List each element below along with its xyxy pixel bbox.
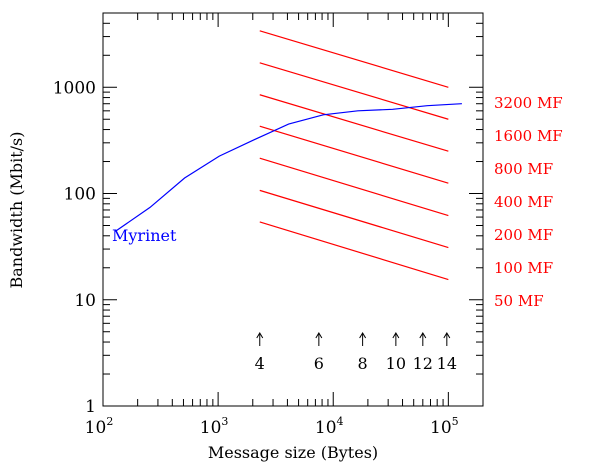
y-tick-label: 10	[74, 291, 96, 311]
x-tick-labels: 102 103 104 105	[85, 415, 459, 438]
arrow-annotation: 12	[413, 332, 433, 373]
arrow-annotation: 10	[386, 332, 406, 373]
x-axis-label: Message size (Bytes)	[208, 443, 378, 462]
x-tick-label: 102	[85, 415, 114, 438]
arrow-head	[419, 332, 427, 339]
series-label: Myrinet	[112, 226, 177, 245]
reference-line-label: 400 MF	[494, 193, 553, 211]
arrow-head	[443, 332, 451, 339]
arrow-label: 4	[255, 354, 265, 373]
reference-line	[259, 157, 449, 217]
reference-line-label: 100 MF	[494, 259, 553, 277]
arrow-label: 8	[358, 354, 368, 373]
arrow-head	[392, 332, 400, 339]
reference-line	[259, 30, 449, 88]
y-tick-label: 1000	[53, 78, 96, 98]
arrow-annotation: 8	[358, 332, 368, 373]
arrow-label: 14	[437, 354, 457, 373]
arrow-annotations: 4 6 8 10 12 14	[255, 332, 457, 373]
series-lines	[114, 103, 462, 232]
arrow-head	[256, 332, 264, 339]
reference-line	[259, 125, 449, 184]
reference-line-label: 1600 MF	[494, 127, 563, 145]
reference-line	[259, 62, 449, 120]
arrow-annotation: 6	[314, 332, 324, 373]
arrow-label: 6	[314, 354, 324, 373]
y-tick-label: 100	[64, 185, 96, 205]
reference-line	[259, 94, 449, 152]
y-axis-label: Bandwidth (Mbit/s)	[7, 132, 26, 289]
arrow-annotation: 14	[437, 332, 457, 373]
x-tick-label: 103	[200, 415, 229, 438]
reference-lines	[259, 30, 449, 281]
arrow-head	[315, 332, 323, 339]
x-tick-label: 105	[430, 415, 459, 438]
reference-line	[259, 189, 449, 249]
arrow-label: 12	[413, 354, 433, 373]
reference-line-label: 50 MF	[494, 292, 544, 310]
arrow-label: 10	[386, 354, 406, 373]
arrow-annotation: 4	[255, 332, 265, 373]
reference-line-labels: 3200 MF 1600 MF 800 MF 400 MF 200 MF 100 MF 50…	[494, 94, 563, 310]
y-tick-label: 1	[85, 397, 96, 417]
reference-line-label: 200 MF	[494, 226, 553, 244]
reference-line	[259, 221, 449, 281]
arrow-head	[359, 332, 367, 339]
plot-frame	[102, 12, 484, 407]
axis-ticks	[102, 12, 484, 407]
reference-line-label: 800 MF	[494, 160, 553, 178]
y-tick-labels: 1 10 100 1000	[53, 78, 96, 417]
reference-line-label: 3200 MF	[494, 94, 563, 112]
series-labels: Myrinet	[112, 226, 177, 245]
x-tick-label: 104	[315, 415, 344, 438]
